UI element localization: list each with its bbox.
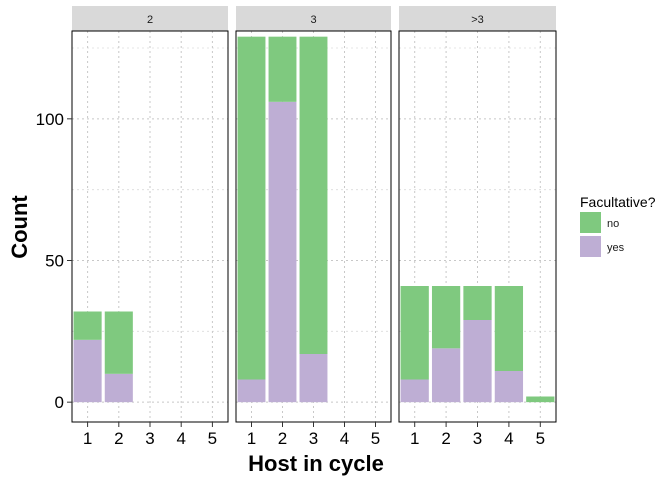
- facet-strip-label: >3: [471, 14, 484, 26]
- bar-segment-no: [431, 286, 461, 349]
- y-axis: 0 50 100: [36, 110, 72, 412]
- bar-segment-yes: [463, 320, 492, 403]
- x-tick-label: 4: [176, 429, 185, 448]
- y-tick-label: 50: [45, 252, 64, 271]
- x-tick-label: 2: [278, 429, 287, 448]
- bar-segment-no: [299, 36, 328, 355]
- x-axis-title: Host in cycle: [248, 451, 384, 476]
- facet-strip-label: 3: [310, 14, 316, 26]
- legend-key-no: [580, 212, 601, 233]
- x-tick-label: 5: [208, 429, 217, 448]
- bar-segment-no: [237, 36, 266, 380]
- legend-label-yes: yes: [607, 242, 625, 254]
- facet-strip: [236, 6, 391, 31]
- legend-key-yes: [580, 236, 601, 257]
- bar-segment-yes: [268, 101, 297, 403]
- x-tick-label: 1: [410, 429, 419, 448]
- bar-segment-yes: [431, 348, 461, 403]
- bar-segment-no: [104, 311, 133, 374]
- y-axis-title: Count: [7, 195, 32, 259]
- x-tick-label: 2: [441, 429, 450, 448]
- legend-label-no: no: [607, 218, 619, 230]
- x-tick-label: 1: [247, 429, 256, 448]
- x-tick-label: 2: [114, 429, 123, 448]
- legend-items: no yes: [580, 212, 625, 257]
- bar-segment-no: [268, 36, 297, 102]
- x-tick-label: 4: [504, 429, 513, 448]
- bar-segment-yes: [299, 354, 328, 403]
- bar-segment-yes: [237, 379, 266, 403]
- bar-segment-no: [526, 396, 555, 403]
- facet-panel: >3 1 2 3 4 5: [398, 6, 557, 448]
- facet-strip-label: 2: [147, 14, 153, 26]
- x-tick-label: 3: [309, 429, 318, 448]
- bar-segment-no: [494, 286, 524, 371]
- legend: Facultative? no yes: [580, 194, 656, 257]
- bar-segment-yes: [73, 339, 102, 403]
- bar-segment-yes: [104, 373, 133, 403]
- x-tick-label: 1: [83, 429, 92, 448]
- x-tick-label: 3: [145, 429, 154, 448]
- bar-segment-no: [400, 286, 429, 380]
- facet-strip: [72, 6, 228, 31]
- bar-segment-yes: [400, 379, 429, 403]
- facet-panel: 2 1 2 3 4 5: [71, 6, 229, 448]
- y-tick-label: 100: [36, 110, 64, 129]
- x-tick-label: 4: [340, 429, 349, 448]
- bar-segment-no: [73, 311, 102, 340]
- bar-segment-no: [463, 286, 492, 320]
- facet-strip: [399, 6, 556, 31]
- facet-panel: 3 1 2 3 4 5: [235, 6, 392, 448]
- x-tick-label: 5: [371, 429, 380, 448]
- bar-segment-yes: [494, 371, 524, 403]
- y-tick-label: 0: [55, 393, 64, 412]
- legend-title: Facultative?: [580, 194, 656, 210]
- x-tick-label: 5: [536, 429, 545, 448]
- x-tick-label: 3: [473, 429, 482, 448]
